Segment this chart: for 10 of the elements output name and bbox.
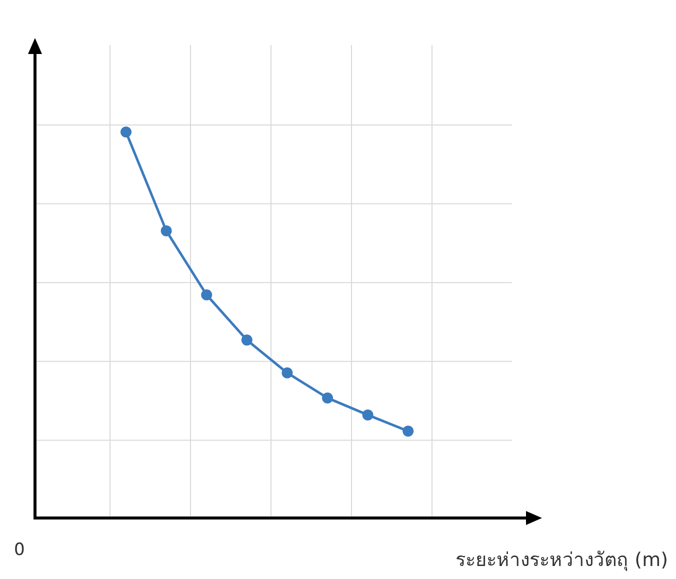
point: [120, 126, 132, 138]
point: [160, 225, 172, 236]
point: [362, 409, 374, 420]
point: [201, 289, 212, 300]
point: [241, 334, 252, 346]
point: [282, 367, 293, 378]
point: [322, 392, 333, 404]
text: 0: [14, 540, 25, 560]
point: [402, 426, 414, 437]
x-axis-title: ระยะห่างระหว่างวัตถุ (m): [456, 549, 668, 572]
